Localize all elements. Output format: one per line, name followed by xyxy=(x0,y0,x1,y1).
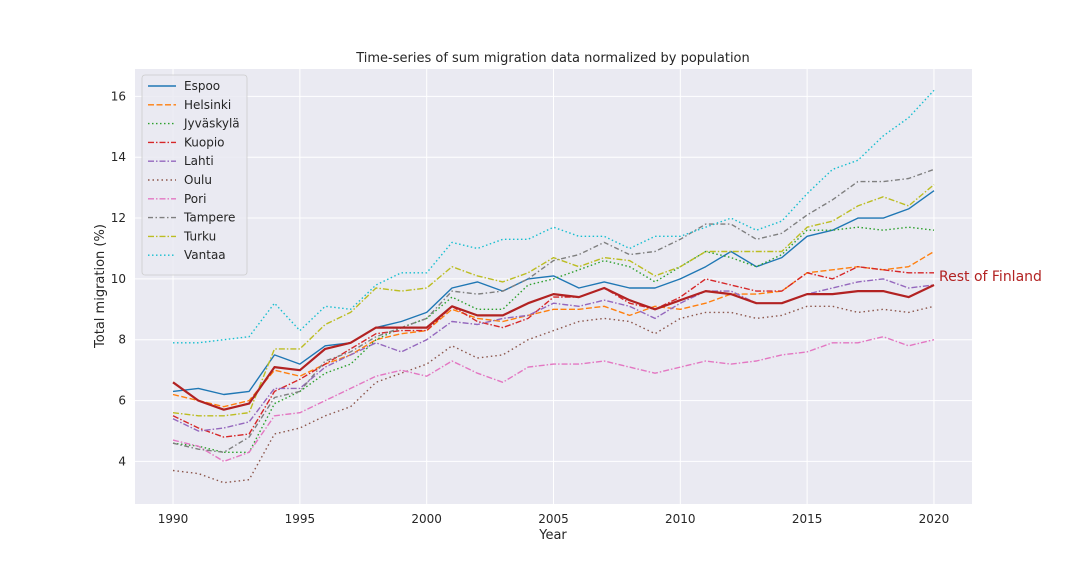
legend-label: Vantaa xyxy=(184,248,226,262)
x-tick-label: 2010 xyxy=(665,512,696,526)
legend-label: Jyväskylä xyxy=(183,117,240,131)
y-axis-label: Total migration (%) xyxy=(93,224,108,349)
y-tick-label: 14 xyxy=(111,150,126,164)
x-axis-label: Year xyxy=(538,528,567,543)
legend-label: Turku xyxy=(183,229,216,243)
tick-labels: 1990 1995 2000 2005 2010 2015 2020 4 6 8 10 12 14 16 xyxy=(111,89,950,526)
y-tick-label: 10 xyxy=(111,272,126,286)
x-tick-label: 2015 xyxy=(792,512,823,526)
legend-label: Pori xyxy=(184,192,206,206)
y-tick-label: 4 xyxy=(118,454,126,468)
legend-box xyxy=(141,74,248,276)
series-line-espoo xyxy=(172,190,935,396)
series-line-oulu xyxy=(172,305,935,484)
legend-label: Espoo xyxy=(184,79,220,93)
x-tick-label: 2005 xyxy=(538,512,569,526)
series-line-lahti xyxy=(172,278,935,432)
legend-label: Oulu xyxy=(184,173,212,187)
x-tick-label: 2020 xyxy=(919,512,950,526)
series-line-pori xyxy=(172,336,935,463)
chart-title: Time-series of sum migration data normal… xyxy=(355,51,750,66)
series-line-rest-of-finland xyxy=(172,284,935,411)
legend-label: Kuopio xyxy=(184,135,225,149)
legend-label: Tampere xyxy=(183,211,235,225)
legend: Espoo Helsinki Jyväskylä Kuopio Lahti Oulu Por… xyxy=(141,74,248,276)
series-line-turku xyxy=(172,184,935,417)
y-tick-label: 6 xyxy=(118,394,126,408)
x-tick-label: 1990 xyxy=(158,512,189,526)
legend-label: Lahti xyxy=(184,154,214,168)
y-tick-label: 16 xyxy=(111,89,126,103)
series-lines xyxy=(172,89,935,484)
y-tick-label: 12 xyxy=(111,211,126,225)
legend-label: Helsinki xyxy=(184,98,231,112)
x-tick-label: 2000 xyxy=(411,512,442,526)
y-tick-label: 8 xyxy=(118,333,126,347)
rest-of-finland-annotation: Rest of Finland xyxy=(939,269,1042,285)
series-line-tampere xyxy=(172,168,935,453)
x-tick-label: 1995 xyxy=(285,512,316,526)
series-line-kuopio xyxy=(172,266,934,438)
